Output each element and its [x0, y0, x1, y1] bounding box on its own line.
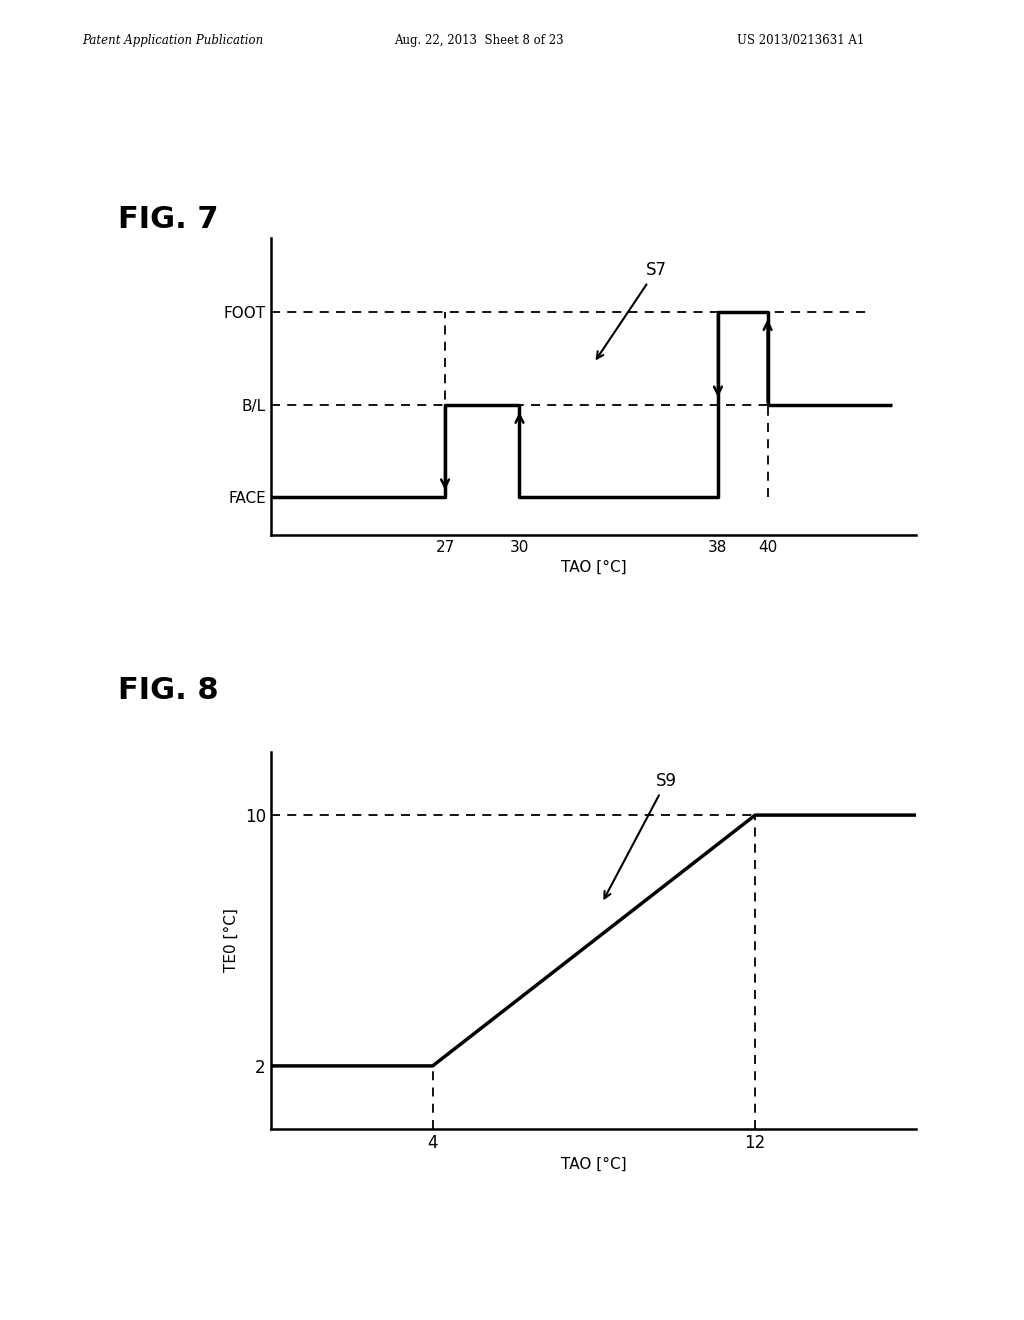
Text: FIG. 7: FIG. 7 [118, 205, 218, 234]
Text: S7: S7 [597, 261, 667, 359]
Text: US 2013/0213631 A1: US 2013/0213631 A1 [737, 34, 864, 48]
Text: Patent Application Publication: Patent Application Publication [82, 34, 263, 48]
X-axis label: TAO [°C]: TAO [°C] [561, 560, 627, 574]
Text: FIG. 8: FIG. 8 [118, 676, 218, 705]
Text: Aug. 22, 2013  Sheet 8 of 23: Aug. 22, 2013 Sheet 8 of 23 [394, 34, 564, 48]
Text: S9: S9 [604, 772, 677, 899]
X-axis label: TAO [°C]: TAO [°C] [561, 1156, 627, 1171]
Y-axis label: TE0 [°C]: TE0 [°C] [224, 908, 240, 973]
